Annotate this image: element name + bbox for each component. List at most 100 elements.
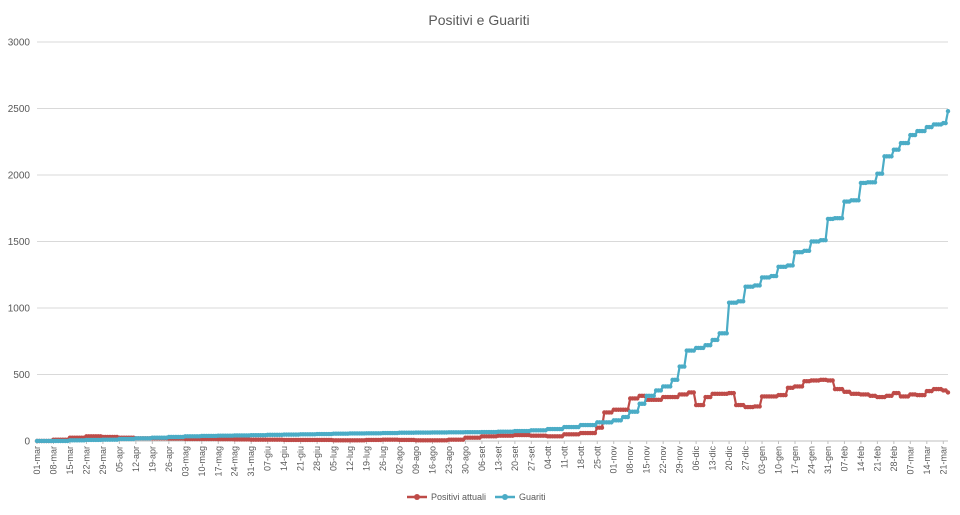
- x-tick-label: 02-ago: [395, 446, 405, 474]
- x-tick-label: 05-lug: [329, 446, 339, 471]
- data-point: [889, 154, 894, 159]
- x-tick-label: 22-mar: [81, 446, 91, 475]
- x-tick-label: 20-dic: [724, 446, 734, 471]
- data-point: [872, 180, 878, 185]
- x-tick-label: 14-giu: [279, 446, 289, 471]
- x-tick-label: 01-nov: [609, 446, 619, 474]
- y-axis: 0 500 1000 1500 2000 2500 3000: [8, 38, 948, 448]
- x-tick-label: 19-apr: [147, 446, 157, 472]
- data-point: [625, 414, 631, 420]
- y-tick-label: 500: [13, 370, 30, 381]
- data-point: [618, 418, 623, 423]
- data-point: [708, 343, 713, 348]
- data-point: [806, 248, 812, 254]
- series-guariti: [34, 108, 951, 444]
- x-tick-label: 22-nov: [658, 446, 668, 474]
- data-point: [651, 393, 656, 398]
- x-tick-label: 21-mar: [938, 446, 948, 475]
- x-tick-label: 27-dic: [741, 446, 751, 471]
- y-tick-label: 2000: [8, 171, 31, 182]
- x-tick-label: 30-ago: [460, 446, 470, 474]
- data-point: [783, 392, 788, 398]
- x-axis: 01-mar 08-mar 15-mar 22-mar 29-mar 05-apr 12-a…: [32, 441, 948, 477]
- data-point: [668, 384, 673, 389]
- legend-swatch-marker: [502, 494, 508, 500]
- x-tick-label: 31-mag: [246, 446, 256, 477]
- x-tick-label: 13-dic: [708, 446, 718, 471]
- x-tick-label: 10-gen: [774, 446, 784, 474]
- data-point: [658, 388, 664, 393]
- x-tick-label: 05-apr: [114, 446, 124, 472]
- data-point: [642, 401, 647, 406]
- data-point: [799, 384, 805, 389]
- y-tick-label: 2500: [8, 104, 31, 115]
- data-point: [922, 128, 927, 134]
- x-tick-label: 20-set: [510, 446, 520, 472]
- legend: Positivi attuali Guariti: [407, 492, 546, 502]
- x-tick-label: 01-mar: [32, 446, 42, 475]
- data-point: [905, 140, 911, 146]
- x-tick-label: 10-mag: [197, 446, 207, 477]
- data-point: [700, 402, 706, 408]
- x-tick-label: 12-apr: [131, 446, 141, 472]
- x-tick-label: 18-ott: [576, 446, 586, 470]
- x-tick-label: 29-nov: [675, 446, 685, 474]
- data-point: [599, 425, 605, 430]
- x-tick-label: 11-ott: [559, 446, 569, 469]
- series-line: [37, 110, 950, 443]
- data-point: [896, 390, 901, 396]
- x-tick-label: 09-ago: [411, 446, 421, 474]
- y-tick-label: 0: [24, 437, 30, 448]
- x-tick-label: 12-lug: [345, 446, 355, 471]
- x-tick-label: 07-feb: [839, 446, 849, 472]
- data-point: [635, 409, 640, 414]
- data-point: [675, 377, 680, 383]
- data-point: [839, 216, 845, 221]
- y-tick-label: 3000: [8, 38, 31, 49]
- x-tick-label: 03-gen: [757, 446, 767, 474]
- data-point: [922, 392, 927, 398]
- x-tick-label: 06-set: [477, 446, 487, 472]
- x-tick-label: 19-lug: [362, 446, 372, 471]
- x-tick-label: 21-giu: [296, 446, 306, 471]
- data-point: [724, 331, 729, 336]
- x-tick-label: 26-apr: [164, 446, 174, 472]
- data-point: [896, 147, 901, 152]
- data-point: [943, 120, 948, 126]
- x-tick-label: 29-mar: [98, 446, 108, 475]
- legend-label: Positivi attuali: [431, 492, 486, 502]
- x-tick-label: 08-mar: [48, 446, 58, 475]
- x-tick-label: 28-giu: [312, 446, 322, 471]
- x-tick-label: 24-mag: [230, 446, 240, 477]
- data-point: [879, 171, 885, 176]
- x-tick-label: 16-ago: [427, 446, 437, 474]
- x-tick-label: 17-gen: [790, 446, 800, 474]
- data-point: [592, 430, 598, 436]
- legend-label: Guariti: [519, 492, 546, 502]
- x-tick-label: 25-ott: [592, 446, 602, 470]
- series-layer: [34, 108, 951, 444]
- x-tick-label: 17-mag: [213, 446, 223, 477]
- data-point: [757, 404, 762, 409]
- data-point: [912, 132, 918, 138]
- x-tick-label: 21-feb: [872, 446, 882, 472]
- data-point: [856, 198, 861, 203]
- data-point: [790, 263, 795, 268]
- data-point: [741, 299, 746, 304]
- x-tick-label: 23-ago: [444, 446, 454, 474]
- x-tick-label: 15-nov: [642, 446, 652, 474]
- gridlines: [37, 41, 948, 442]
- x-tick-label: 15-mar: [65, 446, 75, 475]
- legend-item: Guariti: [495, 492, 546, 502]
- x-tick-label: 27-set: [526, 446, 536, 472]
- x-tick-label: 28-feb: [889, 446, 899, 472]
- data-point: [715, 337, 720, 343]
- x-tick-label: 07-giu: [263, 446, 273, 471]
- x-tick-label: 31-gen: [823, 446, 833, 474]
- x-tick-label: 07-mar: [905, 446, 915, 475]
- data-point: [945, 108, 951, 114]
- data-point: [773, 273, 779, 279]
- x-tick-label: 13-set: [493, 446, 503, 472]
